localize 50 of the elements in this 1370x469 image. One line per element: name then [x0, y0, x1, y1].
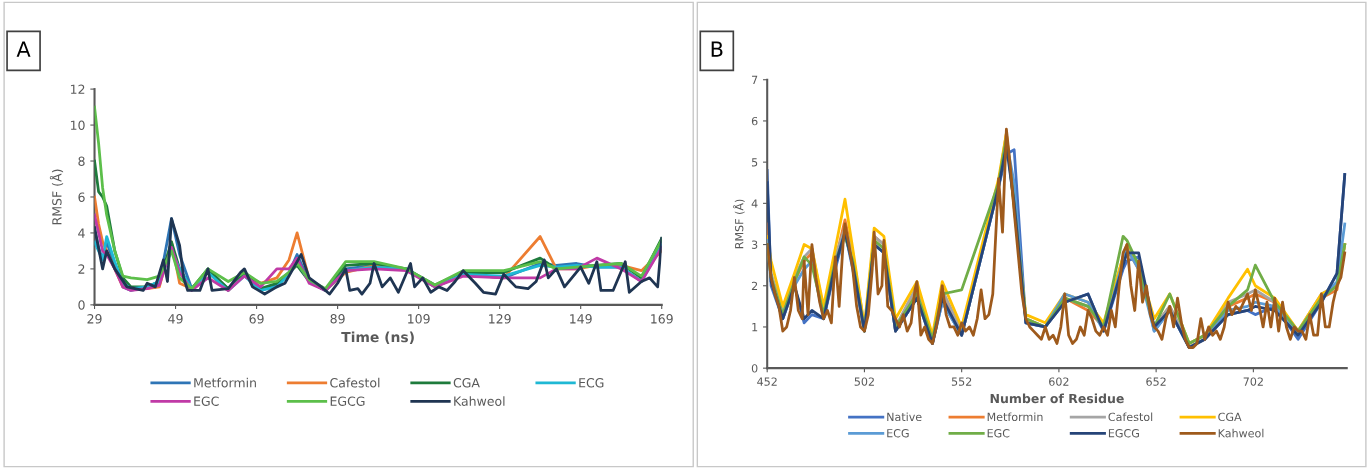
x-tick-label: 702 [1243, 377, 1263, 386]
y-axis-title: RMSF (Å) [49, 169, 64, 225]
legend-label: EGCG [330, 396, 365, 406]
y-tick-label: 12 [70, 84, 85, 94]
legend-label: Kahweol [1218, 428, 1264, 438]
x-tick-label: 89 [330, 314, 345, 324]
y-tick-label: 1 [752, 323, 758, 332]
legend-label: EGC [987, 428, 1010, 438]
x-tick-label: 69 [249, 314, 264, 324]
x-tick-label: 129 [489, 314, 511, 324]
legend-label: Cafestol [1108, 412, 1153, 422]
y-tick-label: 4 [78, 228, 85, 238]
y-tick-label: 10 [70, 120, 85, 130]
x-tick-label: 652 [1146, 377, 1166, 386]
legend-label: Native [887, 412, 922, 422]
x-tick-label: 49 [168, 314, 183, 324]
chart-title: A [16, 41, 31, 57]
legend-label: EGCG [1108, 428, 1139, 438]
legend-label: EGC [194, 396, 219, 406]
legend-label: ECG [887, 428, 909, 438]
x-tick-label: 552 [951, 377, 972, 386]
legend-label: Kahweol [454, 396, 505, 406]
y-tick-label: 6 [751, 116, 758, 126]
legend-label: Cafestol [330, 377, 380, 388]
x-tick-label: 169 [651, 314, 673, 324]
y-tick-label: 6 [78, 192, 85, 202]
x-tick-label: 109 [408, 314, 430, 324]
x-axis-title: Number of Residue [990, 393, 1124, 404]
y-tick-label: 7 [752, 75, 758, 84]
legend-label: CGA [1218, 412, 1242, 422]
chart-title: B [711, 41, 723, 57]
y-tick-label: 4 [751, 199, 758, 208]
legend-label: CGA [453, 378, 480, 388]
legend-label: Metformin [987, 412, 1043, 422]
y-tick-label: 3 [751, 240, 758, 249]
y-tick-label: 2 [751, 281, 758, 290]
y-tick-label: 2 [78, 264, 85, 274]
y-tick-label: 8 [78, 156, 85, 166]
x-tick-label: 29 [87, 314, 102, 324]
x-axis-title: Time (ns) [341, 331, 414, 344]
y-tick-label: 0 [78, 300, 85, 310]
x-tick-label: 149 [570, 314, 592, 324]
y-tick-label: 0 [751, 364, 758, 373]
x-tick-label: 602 [1049, 377, 1069, 386]
x-tick-label: 452 [757, 377, 777, 386]
y-axis-title: RMSF (Å) [732, 199, 745, 249]
legend-label: Metformin [194, 377, 256, 388]
legend-label: ECG [579, 378, 604, 388]
y-tick-label: 5 [751, 158, 758, 167]
x-tick-label: 502 [854, 377, 874, 386]
